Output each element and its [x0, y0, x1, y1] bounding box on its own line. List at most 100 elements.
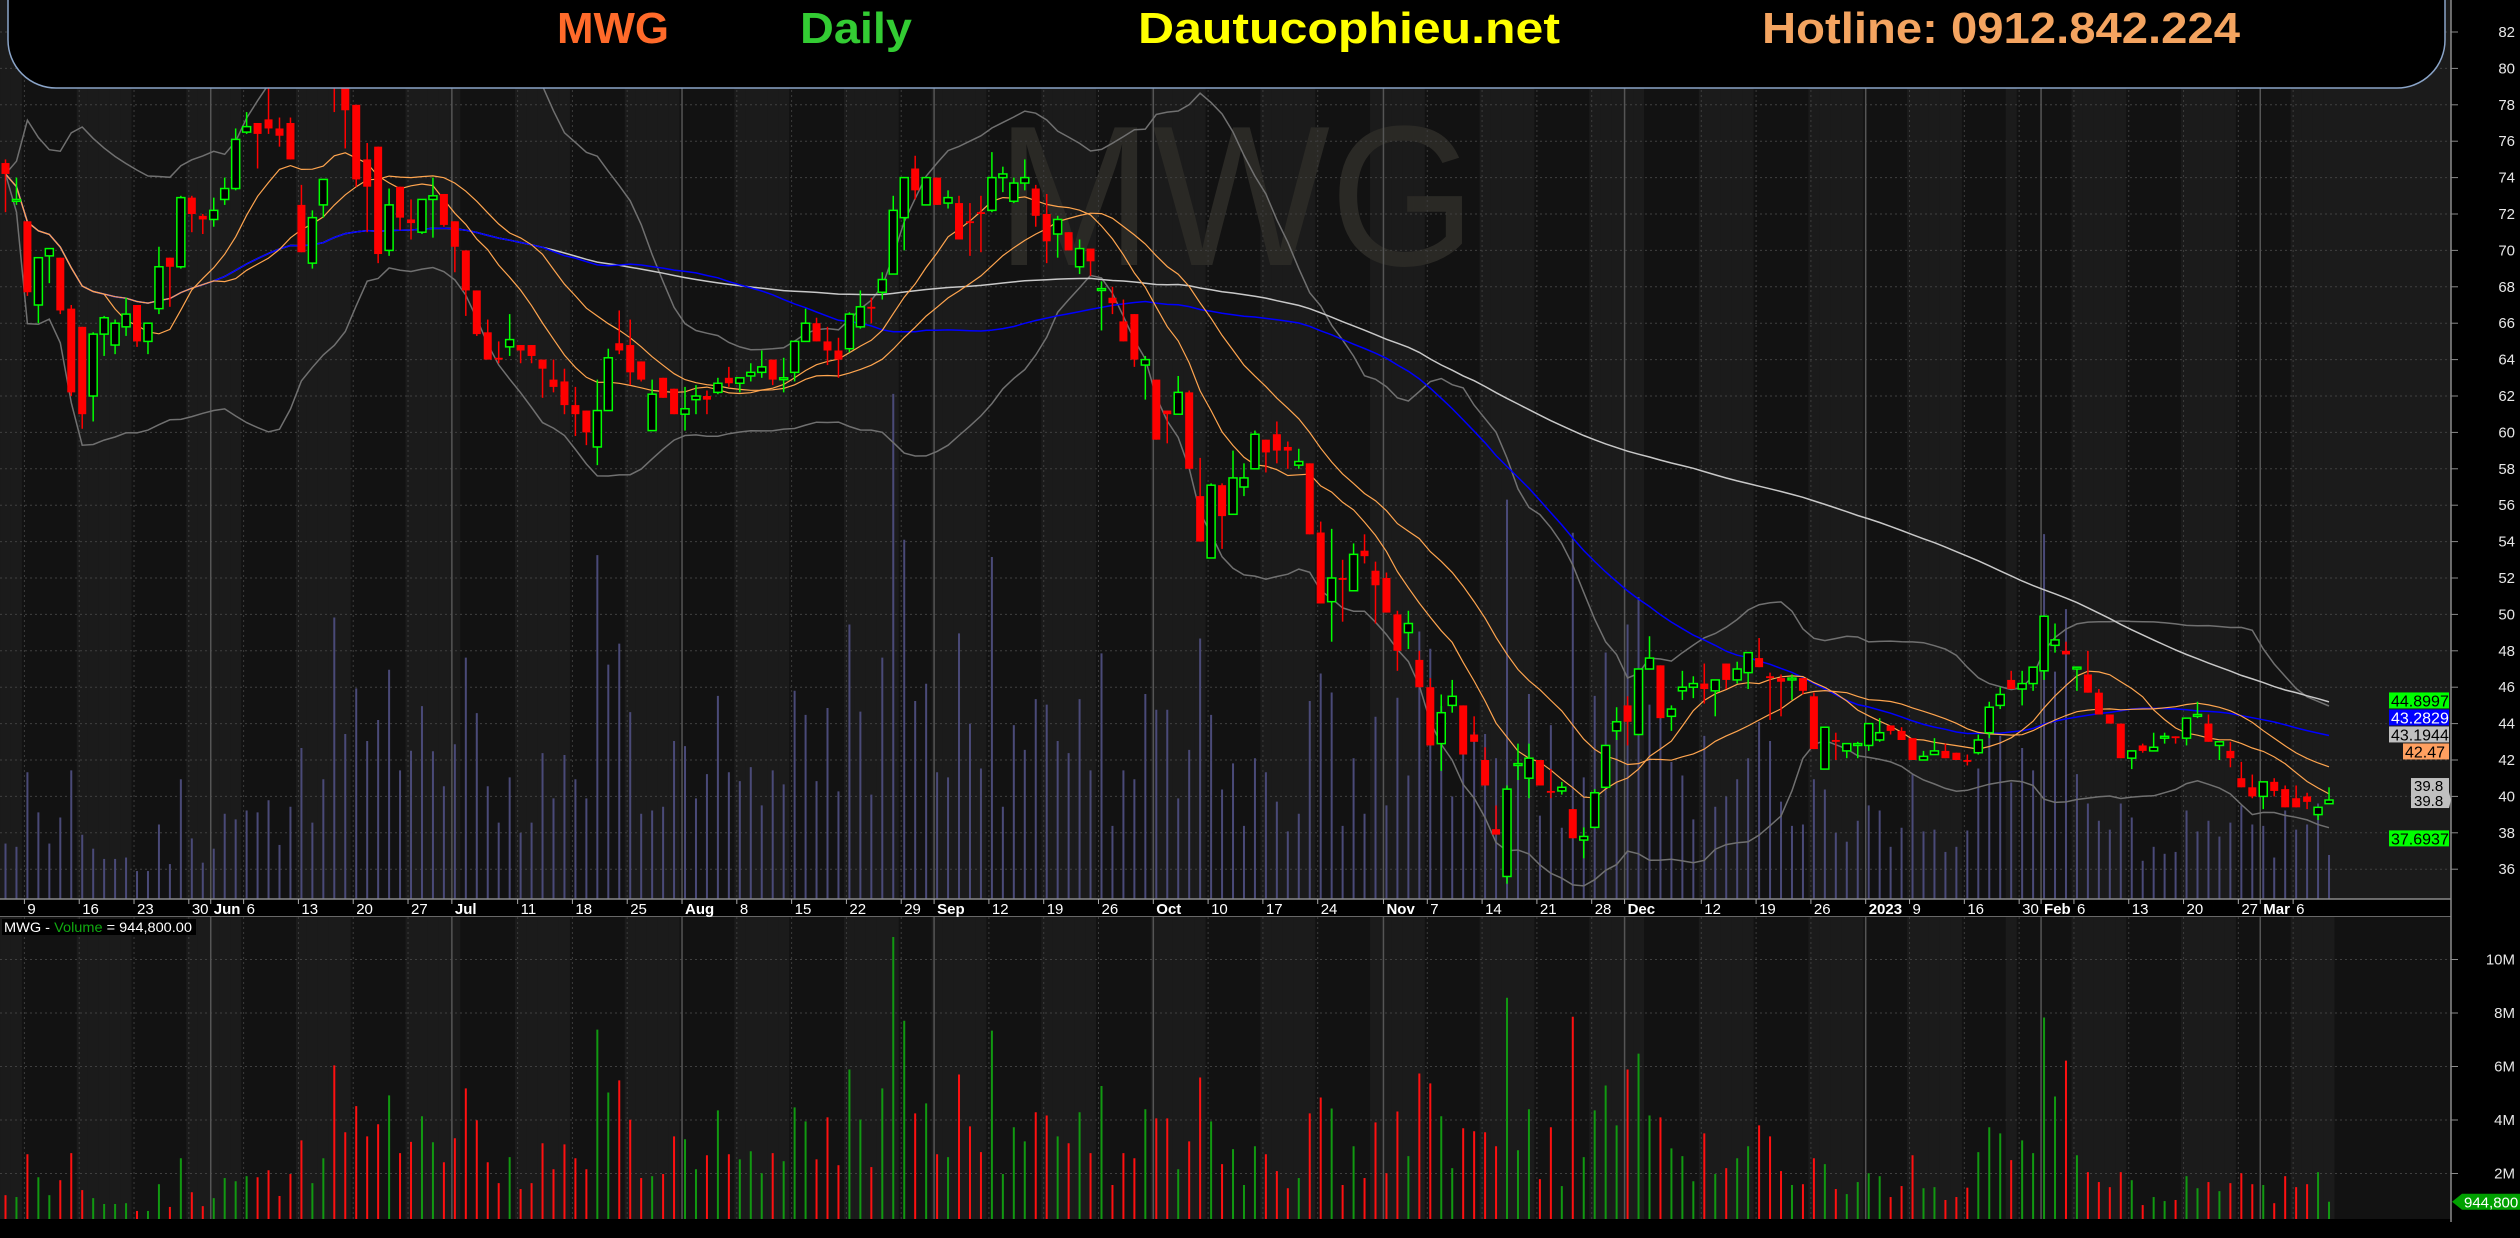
week-stripe [230, 917, 242, 1219]
date-tick-label: 29 [904, 901, 921, 918]
week-stripe [471, 917, 483, 1219]
week-stripe [1391, 0, 1404, 899]
week-stripe [65, 0, 78, 899]
week-stripe [1172, 917, 1185, 1219]
candle-body [1459, 705, 1468, 755]
candle-body [1589, 792, 1600, 829]
volume-panel[interactable] [0, 917, 2520, 1222]
candle [823, 326, 832, 366]
legend-sep: - [41, 919, 54, 935]
price-axis: 36 38 40 42 44 46 48 50 52 54 56 58 60 62 64 66 68 70 72 74… [2451, 24, 2515, 878]
candle [1436, 694, 1447, 771]
date-tick-label: Jul [455, 901, 477, 918]
candle [264, 88, 273, 134]
date-tick-label: 30 [2022, 901, 2039, 918]
week-stripe [405, 0, 417, 899]
week-stripe [1370, 0, 1382, 899]
week-stripe [1359, 0, 1371, 899]
week-stripe [504, 917, 516, 1219]
week-stripe [339, 0, 352, 899]
week-stripe [1512, 0, 1524, 899]
candle [1600, 744, 1611, 789]
week-stripe [1709, 917, 1722, 1219]
week-stripe [131, 0, 143, 899]
candle [2126, 750, 2137, 770]
price-tick-label: 68 [2498, 279, 2515, 296]
week-stripe [2082, 0, 2094, 899]
week-stripe [350, 0, 363, 899]
candle-body [1064, 232, 1073, 251]
candle [494, 341, 503, 364]
candle-body [2248, 787, 2257, 797]
candle-body [2214, 741, 2225, 747]
candle-body [56, 257, 65, 311]
week-stripe [0, 0, 12, 899]
price-grid [0, 0, 2451, 899]
week-stripe [1359, 917, 1371, 1219]
week-stripe [339, 917, 352, 1219]
week-stripe [2082, 917, 2094, 1219]
week-stripe [438, 0, 450, 899]
week-stripe [1063, 917, 1075, 1219]
volume-axis: 2M 4M 6M 8M 10M [2451, 952, 2515, 1183]
week-stripe [1457, 0, 1470, 899]
week-stripe [460, 917, 472, 1219]
right-axis[interactable]: 36 38 40 42 44 46 48 50 52 54 56 58 60 62 64 66 68 70 72 74… [2450, 0, 2520, 1238]
candle-body [921, 176, 931, 206]
week-stripe [1194, 917, 1207, 1219]
week-stripe [635, 917, 648, 1219]
week-stripe [65, 917, 78, 1219]
week-stripe [800, 917, 812, 1219]
week-stripe [2312, 917, 2325, 1219]
candle-body [1108, 297, 1117, 304]
week-stripe [1797, 917, 1809, 1219]
week-stripe [1534, 0, 1546, 899]
week-stripe [1139, 0, 1152, 899]
week-stripe [876, 917, 889, 1219]
week-stripe [274, 917, 286, 1219]
candle [88, 332, 98, 422]
candle-body [2061, 650, 2070, 655]
week-stripe [1545, 917, 1557, 1219]
price-panel[interactable]: MWG [0, 0, 2520, 899]
candle-body [1086, 248, 1095, 262]
candle [1196, 457, 1205, 542]
candle [1403, 610, 1414, 649]
week-stripe [734, 0, 746, 899]
price-tag-label: 42.47 [2405, 744, 2445, 761]
candle [1897, 727, 1906, 740]
week-stripe [1161, 917, 1174, 1219]
candle-body [1294, 460, 1304, 466]
candle [428, 177, 438, 238]
week-stripe [87, 0, 100, 899]
candle-body [307, 216, 318, 264]
week-stripe [1764, 0, 1777, 899]
price-tick-label: 76 [2498, 133, 2515, 150]
candle-body [571, 405, 580, 415]
week-stripe [1775, 0, 1787, 899]
week-stripe [1326, 917, 1338, 1219]
header-website[interactable]: Dautucophieu.net [1138, 4, 1560, 53]
date-tick-label: 2023 [1869, 901, 1902, 918]
candle [67, 305, 76, 396]
week-stripe [2016, 917, 2029, 1219]
candle-body [1283, 446, 1292, 451]
week-stripe [2257, 917, 2270, 1219]
candle-body [2148, 746, 2159, 752]
week-stripe [252, 0, 264, 899]
week-stripe [1731, 917, 1744, 1219]
candle [78, 326, 87, 429]
week-stripe [1260, 917, 1272, 1219]
week-stripe [1863, 917, 1875, 1219]
candle-body [417, 198, 427, 233]
week-stripe [1304, 917, 1316, 1219]
week-stripe [1753, 917, 1766, 1219]
week-stripe [2192, 0, 2204, 899]
week-stripe [1238, 917, 1250, 1219]
week-stripe [131, 917, 143, 1219]
week-stripe [2126, 0, 2138, 899]
week-stripe [909, 0, 922, 899]
week-stripe [1589, 917, 1601, 1219]
week-stripe [1633, 0, 1645, 899]
